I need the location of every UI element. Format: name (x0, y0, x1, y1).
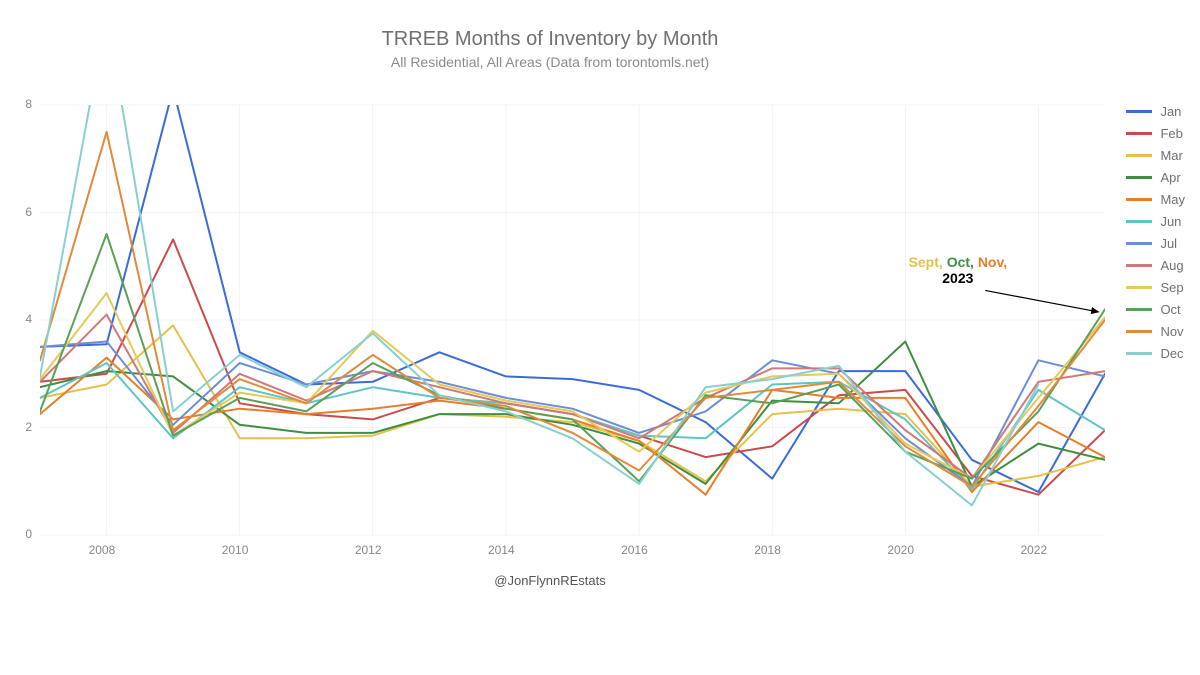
x-tick-label: 2022 (1020, 543, 1047, 557)
legend-swatch (1126, 198, 1152, 201)
x-tick-label: 2012 (355, 543, 382, 557)
legend-swatch (1126, 110, 1152, 113)
legend-item-dec: Dec (1126, 342, 1185, 364)
legend-label: Apr (1160, 170, 1180, 185)
y-tick-label: 2 (2, 420, 32, 434)
credit-text: @JonFlynnREstats (0, 573, 1100, 588)
annotation-label: Sept, Oct, Nov,2023 (909, 254, 1008, 286)
x-tick-label: 2018 (754, 543, 781, 557)
annotation-line2: 2023 (909, 270, 1008, 286)
legend-label: Dec (1160, 346, 1183, 361)
chart-root: TRREB Months of Inventory by Month All R… (0, 0, 1200, 675)
legend-label: Sep (1160, 280, 1183, 295)
legend-label: Feb (1160, 126, 1182, 141)
annotation-line1: Sept, Oct, Nov, (909, 254, 1008, 270)
series-line-nov (40, 132, 1105, 487)
legend-item-jun: Jun (1126, 210, 1185, 232)
legend-label: Oct (1160, 302, 1180, 317)
legend-swatch (1126, 220, 1152, 223)
legend-label: Jul (1160, 236, 1177, 251)
legend-swatch (1126, 330, 1152, 333)
series-line-sep (40, 293, 1105, 479)
legend-item-may: May (1126, 188, 1185, 210)
series-line-jan (40, 89, 1105, 492)
legend-item-nov: Nov (1126, 320, 1185, 342)
legend-label: Mar (1160, 148, 1182, 163)
y-tick-label: 4 (2, 312, 32, 326)
x-tick-label: 2008 (89, 543, 116, 557)
legend-label: May (1160, 192, 1185, 207)
legend-swatch (1126, 264, 1152, 267)
y-tick-label: 6 (2, 205, 32, 219)
legend-item-jul: Jul (1126, 232, 1185, 254)
series-line-dec (40, 14, 1038, 506)
legend-swatch (1126, 154, 1152, 157)
x-tick-label: 2010 (222, 543, 249, 557)
legend-item-sep: Sep (1126, 276, 1185, 298)
legend-swatch (1126, 132, 1152, 135)
annotation-arrow (985, 290, 1098, 312)
x-tick-label: 2020 (887, 543, 914, 557)
legend-swatch (1126, 242, 1152, 245)
legend-item-aug: Aug (1126, 254, 1185, 276)
legend: Jan Feb Mar Apr May Jun Jul Aug Sep Oct Nov Dec (1126, 100, 1185, 364)
legend-item-mar: Mar (1126, 144, 1185, 166)
legend-swatch (1126, 286, 1152, 289)
y-tick-label: 8 (2, 97, 32, 111)
legend-item-apr: Apr (1126, 166, 1185, 188)
legend-swatch (1126, 352, 1152, 355)
y-tick-label: 0 (2, 527, 32, 541)
x-tick-label: 2016 (621, 543, 648, 557)
legend-label: Jan (1160, 104, 1181, 119)
legend-swatch (1126, 308, 1152, 311)
legend-item-oct: Oct (1126, 298, 1185, 320)
x-tick-label: 2014 (488, 543, 515, 557)
legend-label: Nov (1160, 324, 1183, 339)
legend-item-feb: Feb (1126, 122, 1185, 144)
legend-label: Jun (1160, 214, 1181, 229)
legend-item-jan: Jan (1126, 100, 1185, 122)
legend-swatch (1126, 176, 1152, 179)
legend-label: Aug (1160, 258, 1183, 273)
